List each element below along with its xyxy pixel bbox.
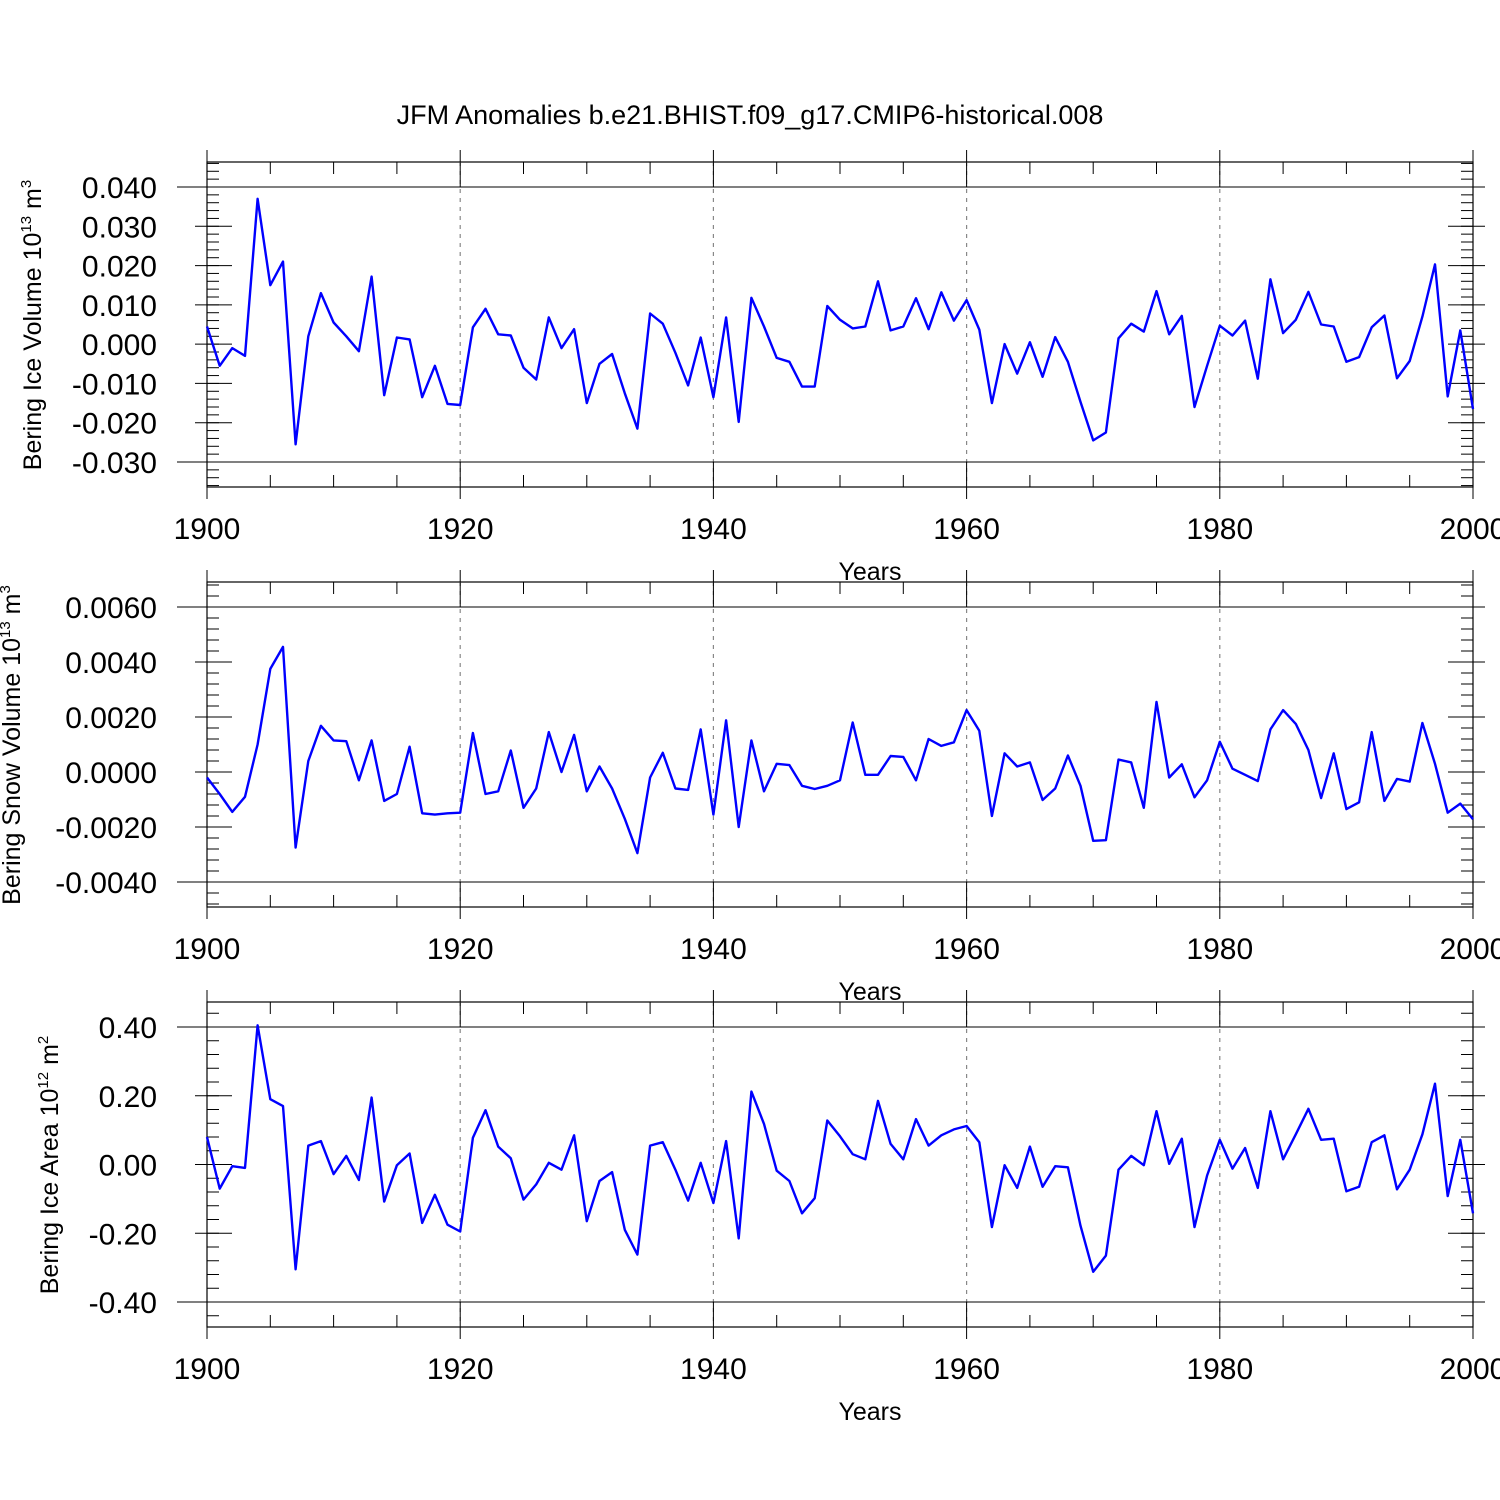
y-tick-label: 0.0040 — [65, 647, 157, 680]
x-axis-label: Years — [838, 558, 901, 586]
x-tick-label: 1900 — [174, 933, 241, 966]
x-tick-label: 2000 — [1440, 513, 1500, 546]
y-tick-label: -0.40 — [89, 1287, 157, 1320]
x-tick-label: 1980 — [1186, 1353, 1253, 1386]
y-tick-label: -0.0020 — [55, 812, 157, 845]
y-axis-label: Bering Ice Volume 1013 m3 — [18, 180, 47, 470]
x-axis-label: Years — [838, 1398, 901, 1426]
y-tick-label: -0.010 — [72, 368, 157, 401]
series-line-bering-ice-volume — [205, 197, 1475, 446]
plot-frame — [206, 581, 1474, 908]
panel-snow-volume: 1900 1920 1940 1960 1980 2000 Years -0.0040 -0.0… — [0, 570, 1500, 1006]
y-tick-label: 0.0020 — [65, 702, 157, 735]
y-tick-label: 0.010 — [82, 290, 157, 323]
y-tick-label: -0.030 — [72, 447, 157, 480]
x-tick-label: 1940 — [680, 1353, 747, 1386]
x-tick-label: 1920 — [427, 933, 494, 966]
x-tick-label: 1940 — [680, 933, 747, 966]
plot-frame — [206, 161, 1474, 488]
y-tick-label: 0.030 — [82, 211, 157, 244]
x-tick-label: 2000 — [1440, 1353, 1500, 1386]
x-tick-label: 1980 — [1186, 513, 1253, 546]
y-tick-label: 0.0000 — [65, 757, 157, 790]
y-tick-label: 0.20 — [99, 1081, 157, 1114]
x-tick-label: 1960 — [933, 933, 1000, 966]
y-axis-label: Bering Ice Area 1012 m2 — [35, 1036, 64, 1295]
series-line-bering-snow-volume — [206, 645, 1474, 855]
y-tick-label: 0.00 — [99, 1150, 157, 1183]
x-axis-label: Years — [838, 978, 901, 1006]
x-tick-label: 1920 — [427, 1353, 494, 1386]
figure-title: JFM Anomalies b.e21.BHIST.f09_g17.CMIP6-… — [397, 100, 1104, 130]
x-tick-label: 1920 — [427, 513, 494, 546]
x-tick-label: 1900 — [174, 1353, 241, 1386]
y-tick-label: 0.0060 — [65, 592, 157, 625]
y-tick-label: 0.40 — [99, 1012, 157, 1045]
series-line-bering-ice-area — [205, 1024, 1475, 1274]
y-tick-label: -0.20 — [89, 1218, 157, 1251]
x-tick-label: 1980 — [1186, 933, 1253, 966]
y-tick-label: -0.020 — [72, 408, 157, 441]
y-axis-label: Bering Snow Volume 1013 m3 — [0, 585, 26, 905]
y-tick-label: 0.000 — [82, 329, 157, 362]
x-tick-label: 1960 — [933, 1353, 1000, 1386]
panel-ice-area: 1900 1920 1940 1960 1980 2000 Years -0.40 -0.20 0… — [35, 990, 1500, 1426]
y-tick-label: -0.0040 — [55, 867, 157, 900]
x-tick-label: 1940 — [680, 513, 747, 546]
y-tick-label: 0.040 — [82, 172, 157, 205]
x-tick-label: 1900 — [174, 513, 241, 546]
panel-ice-volume: 1900 1920 1940 1960 1980 2000 Years -0.030 -0.02… — [18, 150, 1500, 586]
x-tick-label: 2000 — [1440, 933, 1500, 966]
y-tick-label: 0.020 — [82, 251, 157, 284]
x-tick-label: 1960 — [933, 513, 1000, 546]
